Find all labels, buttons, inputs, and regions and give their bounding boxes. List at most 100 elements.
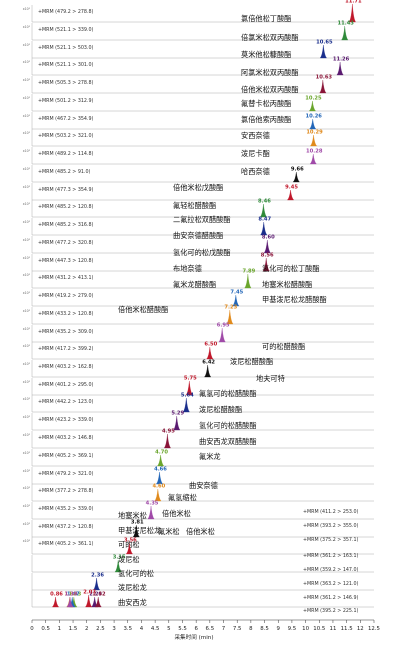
peak-retention-time-label: 6.50 — [204, 342, 217, 348]
peak-retention-time-label: 2.29 — [89, 592, 102, 598]
mrm-transition-label: +MRM (521.1 > 503.0) — [38, 45, 94, 51]
y-axis-scale-label: x10² — [23, 433, 31, 437]
chromatogram-peak — [66, 596, 74, 608]
peak-retention-time-label: 5.29 — [171, 411, 184, 417]
compound-label: 布地奈德 — [173, 264, 202, 273]
y-axis-scale-label: x10² — [23, 327, 31, 331]
mrm-transition-label-right: +MRM (393.2 > 355.0) — [303, 523, 359, 529]
compound-label: 甲基泼尼松龙醋酸酯 — [262, 295, 327, 304]
chromatogram-peak — [94, 596, 102, 608]
y-axis-scale-label: x10² — [23, 167, 31, 171]
peak-retention-time-label: 10.28 — [306, 149, 323, 155]
compound-label-extra: 倍他米松 — [186, 527, 215, 536]
compound-label: 泼尼松醋酸酯 — [199, 405, 242, 414]
chromatogram-peak — [204, 364, 212, 378]
mrm-transition-label: +MRM (403.2 > 146.8) — [38, 435, 94, 441]
mrm-transition-label: +MRM (485.2 > 316.8) — [38, 222, 94, 228]
chromatogram-peak — [244, 273, 252, 289]
compound-label: 泼尼松醋酸酯 — [230, 357, 273, 366]
chromatogram-peak — [309, 118, 317, 130]
chromatogram-peak — [51, 596, 60, 608]
y-axis-scale-label: x10² — [23, 362, 31, 366]
compound-label: 甲基泼尼松龙 — [118, 526, 161, 535]
compound-label: 氢化可的松 — [118, 569, 154, 578]
peak-retention-time-label: 11.26 — [333, 57, 350, 63]
y-axis-scale-label: x10² — [23, 256, 31, 260]
peak-retention-time-label: 1.47 — [67, 592, 80, 598]
compound-label: 地塞米松 — [118, 511, 147, 520]
y-axis-scale-label: x10² — [23, 451, 31, 455]
chromatogram-peak — [114, 559, 122, 573]
peak-retention-time-label: 7.23 — [224, 305, 237, 311]
peak-retention-time-label: 11.71 — [345, 0, 362, 5]
compound-label: 阿氯米松双丙酸酯 — [241, 68, 299, 77]
mrm-transition-labels-left: +MRM (479.2 > 278.8) +MRM (521.1 > 339.0)… — [38, 9, 94, 547]
y-axis-scale-label: x10² — [23, 185, 31, 189]
compound-label: 可的松醋酸酯 — [262, 342, 305, 351]
compound-label: 氟替卡松丙酸酯 — [241, 99, 291, 108]
chromatogram-peak — [286, 189, 295, 201]
peak-retention-time-label: 9.45 — [285, 185, 298, 191]
mrm-transition-label-right: +MRM (361.2 > 163.1) — [303, 553, 359, 559]
mrm-transition-label: +MRM (401.2 > 295.0) — [38, 382, 94, 388]
chromatogram-peak — [154, 488, 162, 502]
y-axis-scale-label: x10² — [23, 344, 31, 348]
mrm-transition-label: +MRM (431.2 > 413.1) — [38, 275, 94, 281]
compound-label: 曲安奈德醋酸酯 — [173, 231, 223, 240]
y-axis-scale-label: x10² — [23, 273, 31, 277]
mrm-transition-label: +MRM (433.2 > 120.8) — [38, 311, 94, 317]
compound-label: 地塞米松醋酸酯 — [262, 280, 312, 289]
mrm-transition-label-right: +MRM (361.2 > 146.9) — [303, 595, 359, 601]
x-axis-tick-label: 2.5 — [96, 626, 105, 632]
mrm-transition-label-right: +MRM (375.2 > 357.1) — [303, 537, 359, 543]
x-axis-tick-label: 11.5 — [341, 626, 353, 632]
x-axis-tick-label: 5.5 — [178, 626, 187, 632]
y-axis-scale-label: x10² — [23, 149, 31, 153]
compound-label: 氟米松 — [158, 527, 180, 536]
chromatogram-peak — [182, 397, 190, 413]
mrm-transition-label: +MRM (485.2 > 91.0) — [38, 169, 91, 175]
chromatogram-peak — [185, 380, 193, 396]
x-axis-tick-label: 10.5 — [313, 626, 325, 632]
peak-retention-time-label: 2.36 — [91, 573, 104, 579]
peak-retention-time-label: 3.15 — [113, 555, 126, 561]
peak-retention-time-label: 8.60 — [262, 235, 275, 241]
y-axis-scale-label: x10² — [23, 43, 31, 47]
x-axis-tick-label: 5 — [167, 626, 170, 632]
x-axis-tick-label: 1.5 — [69, 626, 78, 632]
mrm-transition-label: +MRM (417.2 > 399.2) — [38, 346, 94, 352]
chromatogram-peak — [262, 257, 270, 272]
mrm-transition-labels-right: +MRM (411.2 > 253.0) +MRM (393.2 > 355.0)… — [303, 509, 359, 614]
chromatogram-peak — [93, 577, 101, 591]
chromatogram-peak — [292, 171, 300, 183]
y-axis-scale-label: x10² — [23, 539, 31, 543]
x-axis-tick-label: 2 — [85, 626, 88, 632]
chromatogram-peak — [260, 221, 268, 236]
x-axis-tick-label: 9.5 — [288, 626, 297, 632]
compound-label: 倍他米松醋酸酯 — [118, 305, 168, 314]
peak-retention-time-label: 8.46 — [258, 199, 271, 205]
mrm-transition-label: +MRM (405.2 > 369.1) — [38, 453, 94, 459]
x-axis-tick-label: 8 — [249, 626, 253, 632]
chromatogram-peak — [348, 3, 356, 23]
mrm-transition-label: +MRM (477.2 > 320.8) — [38, 240, 94, 246]
peak-retention-time-label: 10.63 — [316, 75, 333, 81]
peak-retention-time-label: 8.56 — [261, 253, 274, 259]
y-axis-scale-label: x10² — [23, 96, 31, 100]
mrm-transition-label-right: +MRM (411.2 > 253.0) — [303, 509, 359, 515]
compound-label: 安西奈德 — [241, 131, 270, 140]
compound-label: 泼尼松 — [118, 555, 140, 564]
chromatogram-peaks — [51, 3, 356, 608]
compound-label: 倍他米松戊酸酯 — [173, 183, 223, 192]
y-axis-scale-label: x10² — [23, 25, 31, 29]
compound-label: 倍氯米松双丙酸酯 — [241, 33, 299, 42]
peak-retention-time-label: 6.42 — [202, 360, 215, 366]
compound-label: 哈西奈德 — [241, 167, 270, 176]
mrm-transition-label: +MRM (501.2 > 312.9) — [38, 98, 94, 104]
compound-label: 泼尼松龙 — [118, 583, 147, 592]
y-axis-scale-label: x10² — [23, 60, 31, 64]
peak-retention-time-label: 4.70 — [155, 450, 168, 456]
mrm-transition-label: +MRM (505.3 > 278.8) — [38, 80, 94, 86]
x-axis-tick-label: 0 — [30, 626, 34, 632]
trace-baselines — [31, 5, 374, 608]
